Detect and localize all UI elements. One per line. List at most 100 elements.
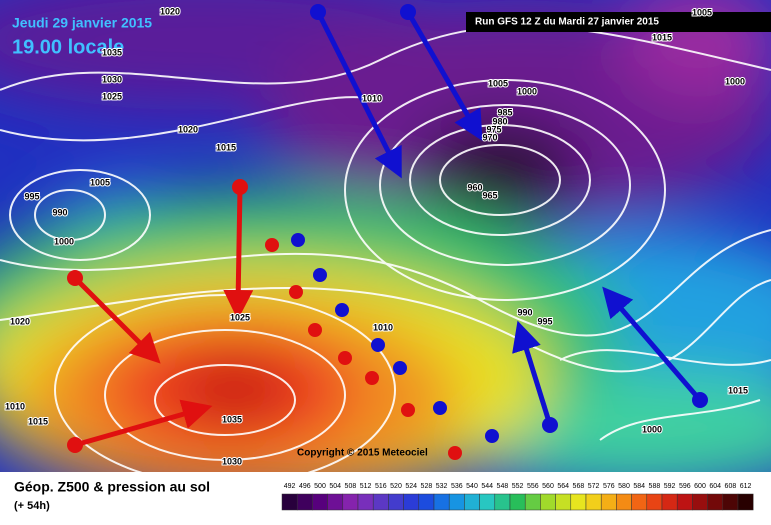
scale-label: 596	[679, 483, 691, 490]
footer-title: Géop. Z500 & pression au sol	[14, 479, 210, 495]
scale-swatch	[418, 493, 435, 511]
scale-swatch	[479, 493, 496, 511]
isobar-label: 1030	[102, 74, 122, 84]
scale-label: 544	[481, 483, 493, 490]
scale-label: 496	[299, 483, 311, 490]
scale-label: 560	[542, 483, 554, 490]
isobar-label: 1000	[725, 76, 745, 86]
isobar-label: 985	[497, 107, 512, 117]
scale-label: 508	[345, 483, 357, 490]
isobar-label: 1010	[5, 401, 25, 411]
isobar-label: 990	[517, 307, 532, 317]
scale-swatch	[707, 493, 724, 511]
isobar-label: 1015	[216, 142, 236, 152]
scale-swatch	[509, 493, 526, 511]
isobar-label: 1010	[362, 93, 382, 103]
scale-swatch	[281, 493, 298, 511]
scale-swatch	[494, 493, 511, 511]
scale-label: 524	[405, 483, 417, 490]
isobar-label: 970	[482, 132, 497, 142]
isobar-label: 975	[486, 124, 501, 134]
scale-swatch	[524, 493, 541, 511]
isobar-label: 995	[537, 316, 552, 326]
scale-label: 552	[512, 483, 524, 490]
scale-swatch	[540, 493, 556, 511]
isobar-label: 980	[492, 116, 507, 126]
isobar-label: 1000	[54, 236, 74, 246]
scale-label: 604	[709, 483, 721, 490]
scale-swatch	[433, 493, 450, 511]
copyright: Copyright © 2015 Meteociel	[297, 448, 428, 459]
scale-label: 600	[694, 483, 706, 490]
scale-label: 504	[329, 483, 341, 490]
scale-label: 540	[466, 483, 478, 490]
scale-label: 548	[497, 483, 509, 490]
scale-swatch	[646, 493, 663, 511]
isobar-label: 1020	[178, 124, 198, 134]
scale-label: 576	[603, 483, 615, 490]
scale-swatch	[570, 493, 587, 511]
isobar-label: 1015	[28, 416, 48, 426]
isobar-label: 995	[24, 191, 39, 201]
scale-label: 528	[421, 483, 433, 490]
isobar-label: 1010	[373, 322, 393, 332]
scale-swatch	[388, 493, 404, 511]
isobar-label: 1035	[222, 414, 242, 424]
scale-label: 556	[527, 483, 539, 490]
scale-label: 612	[740, 483, 752, 490]
run-label: Run GFS 12 Z du Mardi 27 janvier 2015	[475, 17, 659, 28]
isobar-label: 1000	[517, 86, 537, 96]
isobar-label: 1015	[728, 385, 748, 395]
scale-swatch	[403, 493, 420, 511]
isobar-label: 960	[467, 182, 482, 192]
scale-swatch	[631, 493, 648, 511]
scale-swatch	[661, 493, 678, 511]
field: Run GFS 12 Z du Mardi 27 janvier 2015 Je…	[0, 0, 771, 472]
isobar-label: 1015	[652, 32, 672, 42]
scale-label: 588	[649, 483, 661, 490]
scale-swatch	[585, 493, 602, 511]
scale-label: 492	[284, 483, 296, 490]
scale-label: 584	[633, 483, 645, 490]
scale-label: 532	[436, 483, 448, 490]
scale-swatch	[312, 493, 328, 511]
scale-label: 608	[725, 483, 737, 490]
scale-swatch	[737, 493, 754, 511]
isobar-label: 1025	[230, 312, 250, 322]
scale-label: 568	[573, 483, 585, 490]
scale-label: 512	[360, 483, 372, 490]
scale-swatch	[616, 493, 632, 511]
scale-swatch	[357, 493, 374, 511]
scale-swatch	[372, 493, 389, 511]
isobar-label: 1000	[642, 424, 662, 434]
scale-swatch	[555, 493, 572, 511]
time-label: 19.00 locale	[12, 36, 124, 58]
scale-swatch	[676, 493, 693, 511]
scale-label: 500	[314, 483, 326, 490]
isobar-label: 1025	[102, 91, 122, 101]
run-banner	[466, 12, 771, 32]
isobar-label: 1005	[488, 78, 508, 88]
footer-lead: (+ 54h)	[14, 500, 50, 512]
scale-label: 564	[557, 483, 569, 490]
scale-swatch	[342, 493, 359, 511]
scale-swatch	[600, 493, 617, 511]
scale-label: 580	[618, 483, 630, 490]
isobar-label: 1020	[160, 6, 180, 16]
scale-swatch	[296, 493, 313, 511]
scale-swatch	[722, 493, 739, 511]
scale-label: 592	[664, 483, 676, 490]
scale-label: 572	[588, 483, 600, 490]
isobar-label: 1005	[90, 177, 110, 187]
scale-swatch	[448, 493, 465, 511]
isobar-label: 1005	[692, 7, 712, 17]
scale-label: 516	[375, 483, 387, 490]
isobar-label: 1035	[102, 47, 122, 57]
isobar-label: 1020	[10, 316, 30, 326]
scale-label: 520	[390, 483, 402, 490]
scale-swatch	[464, 493, 480, 511]
scale-swatch	[692, 493, 708, 511]
date-label: Jeudi 29 janvier 2015	[12, 15, 152, 31]
isobar-label: 990	[52, 207, 67, 217]
